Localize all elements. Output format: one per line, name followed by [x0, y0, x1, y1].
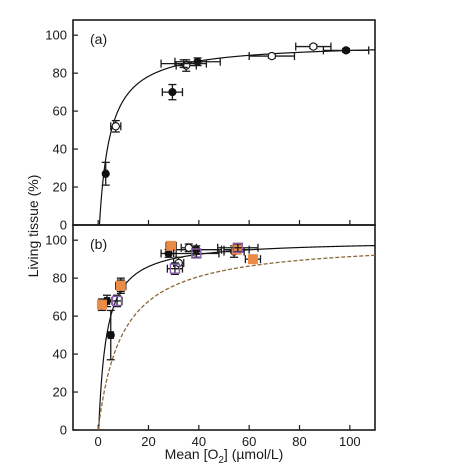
x-tick-labels: 0 20 40 60 80 100: [95, 434, 361, 449]
panel-a-y-ticks: 0 20 40 60 80 100: [45, 28, 78, 233]
panel-b-y-ticks: 0 20 40 60 80 100: [45, 233, 78, 438]
panel-a-data-point: [295, 42, 332, 51]
panel-b-dashed-fit-curve: [97, 254, 376, 431]
panel-b-data-point: [106, 309, 115, 361]
panel-b-y-tick-label: 80: [53, 271, 67, 286]
panel-b-data-point: [244, 254, 262, 265]
x-tick-label: 0: [95, 434, 102, 449]
panel-b-y-tick-label: 60: [53, 309, 67, 324]
open-circle-marker: [111, 122, 120, 131]
panel-b-fit-curves: [97, 244, 376, 431]
panel-a-y-tick-label: 80: [53, 66, 67, 81]
panel-b-y-tick-label: 20: [53, 385, 67, 400]
panel-b-data-point: [223, 244, 250, 255]
open-circle-marker: [184, 243, 193, 252]
panel-b-data-point: [96, 298, 107, 312]
filled-circle-marker: [341, 46, 351, 55]
open-square-marker: [232, 242, 244, 253]
x-tick-label: 60: [242, 434, 256, 449]
panel-a-data-point: [322, 46, 370, 55]
panel-b-data-point: [165, 240, 177, 251]
filled-square-marker: [115, 280, 126, 291]
panel-a-data-point: [110, 119, 122, 133]
open-square-marker: [169, 263, 181, 274]
panel-a-fit-curves: [98, 49, 376, 226]
y-axis-title: Living tissue (%): [25, 175, 41, 278]
panel-b-data-point: [217, 242, 259, 253]
x-axis-title-part-1: Mean [O: [165, 446, 219, 462]
panel-a-y-tick-label: 100: [45, 28, 67, 43]
panel-b-data-point: [173, 248, 220, 259]
panel-b-data-point: [115, 279, 127, 293]
filled-circle-marker: [168, 88, 177, 97]
filled-square-marker: [247, 254, 258, 265]
panel-a-y-tick-label: 60: [53, 104, 67, 119]
panel-a: (a) 0 20 40 60 80 100: [45, 19, 376, 233]
filled-square-marker: [166, 240, 177, 251]
panel-a-y-tick-label: 20: [53, 180, 67, 195]
open-circle-marker: [309, 42, 318, 51]
panel-b-y-tick-label: 0: [60, 423, 67, 438]
x-axis-title: Mean [O2] (µmol/L): [165, 446, 284, 466]
panel-a-x-ticks: [97, 220, 351, 225]
filled-square-marker: [96, 299, 107, 310]
panel-b-points: [96, 240, 262, 361]
panel-a-data-point: [248, 51, 296, 61]
panel-b-data-point: [111, 294, 123, 308]
x-tick-label: 100: [339, 434, 361, 449]
panel-a-data-point: [101, 161, 110, 186]
x-tick-label: 80: [292, 434, 306, 449]
panel-a-data-point: [161, 83, 184, 101]
panel-b: (b) 0 20 40 60 80 100 0 20 40 60 80 100: [45, 224, 376, 449]
panel-b-fit-curve: [98, 244, 375, 431]
x-tick-label: 40: [192, 434, 206, 449]
panel-b-y-tick-label: 100: [45, 233, 67, 248]
x-axis-title-subscript: 2: [218, 455, 224, 466]
panel-b-data-point: [166, 262, 184, 276]
panel-a-fit-curve: [98, 49, 376, 226]
panel-a-data-point: [160, 59, 208, 69]
x-tick-label: 20: [141, 434, 155, 449]
panel-b-frame: [72, 224, 376, 431]
filled-circle-marker: [101, 169, 110, 178]
panel-b-label: (b): [90, 236, 107, 252]
filled-circle-marker: [106, 330, 115, 340]
panel-a-label: (a): [90, 31, 107, 47]
open-circle-marker: [267, 51, 276, 61]
panel-a-y-tick-label: 0: [60, 218, 67, 233]
panel-a-y-tick-label: 40: [53, 142, 67, 157]
panel-b-y-tick-label: 40: [53, 347, 67, 362]
open-square-marker: [111, 295, 123, 307]
x-axis-title-part-2: ] (µmol/L): [224, 446, 283, 462]
filled-square-marker: [231, 244, 242, 255]
panel-a-points: [101, 42, 370, 186]
open-square-marker: [191, 248, 202, 259]
